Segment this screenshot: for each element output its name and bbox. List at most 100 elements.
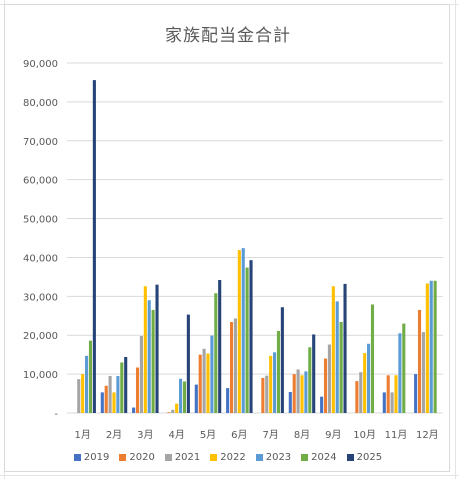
x-tick-label: 12月 [416,429,439,441]
bar [359,372,363,413]
y-tick-label: 10,000 [23,370,58,381]
legend-label: 2023 [265,452,292,463]
bar [276,330,281,413]
bar [147,300,151,413]
y-tick-label: 20,000 [23,331,58,342]
legend-label: 2022 [220,452,246,463]
bar [241,248,245,413]
bar [355,381,359,413]
bar [327,344,331,413]
y-tick-label: 40,000 [23,253,58,264]
bar [429,280,433,413]
legend-label: 2021 [174,452,201,463]
bar [312,334,316,413]
bar [214,293,218,413]
bar [179,378,183,413]
bar [265,375,269,413]
bar [390,392,394,413]
bar [100,392,104,413]
bar [304,371,308,413]
bar [269,355,273,413]
y-tick-label: 60,000 [23,176,58,187]
x-tick-label: 6月 [231,429,247,441]
bar [296,369,300,413]
legend-label: 2020 [129,452,155,463]
bar [167,412,171,413]
bar [249,260,253,413]
bar [273,352,277,413]
x-tick-label: 1月 [74,429,90,441]
legend-item: 2022 [210,452,246,463]
bar [120,362,124,413]
bar [124,357,128,413]
bar [394,375,398,413]
y-tick-label: 80,000 [23,98,58,109]
legend-swatch [255,454,263,461]
bar [206,353,210,413]
x-tick-label: 11月 [385,429,408,441]
bar [363,353,367,413]
bar [143,286,147,413]
bar [116,376,120,413]
legend-item: 2024 [301,452,337,463]
bar [421,332,425,413]
x-tick-label: 9月 [325,429,341,441]
y-tick-label: 50,000 [23,215,58,226]
y-tick-label: - [54,409,58,420]
legend-swatch [73,454,81,461]
legend-item: 2019 [73,452,109,463]
bar [323,358,328,413]
x-tick-label: 2月 [106,429,122,441]
bar-chart: - 10,000 20,000 30,000 40,000 50,000 60,000 70,… [23,59,443,441]
chart-container[interactable]: 家族配当金合計 - 10,000 20,000 30,000 40,000 50,000 6… [4,4,450,472]
bar [288,392,292,413]
bar [132,407,136,413]
bar [171,409,175,413]
x-tick-label: 10月 [353,429,376,441]
bar [210,335,214,413]
legend-item: 2020 [119,452,155,463]
legend-swatch [301,454,309,461]
bar [331,286,335,413]
bar [245,267,249,413]
bar [398,333,402,413]
bar [182,381,187,413]
bar [292,374,296,413]
bar [425,283,429,413]
bar [85,355,89,413]
legend-label: 2025 [356,452,383,463]
bar [139,336,143,413]
bar [81,374,85,413]
bar [88,340,93,413]
bar [202,348,206,413]
bar [92,80,96,413]
bar [218,280,222,413]
bar [320,396,324,413]
bar [233,318,237,413]
bar [339,322,343,413]
bar [112,392,116,413]
bar [386,375,390,413]
bar [433,280,437,413]
bar [104,385,108,413]
chart-legend: 2019 2020 2021 2022 2023 2024 2025 [5,452,451,463]
bar [367,343,371,413]
y-tick-label: 30,000 [23,292,58,303]
legend-label: 2024 [311,452,337,463]
y-tick-label: 70,000 [23,137,58,148]
bar [175,403,179,413]
cell-gridline [0,475,459,476]
bar [335,301,339,413]
legend-swatch [346,454,354,461]
bar [108,376,112,413]
bar [370,304,375,413]
bar [194,384,198,413]
bar [402,323,406,413]
x-tick-label: 3月 [137,429,153,441]
legend-item: 2021 [164,452,201,463]
cell-gridline [455,0,456,479]
bar [382,392,386,413]
bar [186,314,190,413]
chart-title: 家族配当金合計 [165,26,291,46]
legend-item: 2025 [346,452,383,463]
